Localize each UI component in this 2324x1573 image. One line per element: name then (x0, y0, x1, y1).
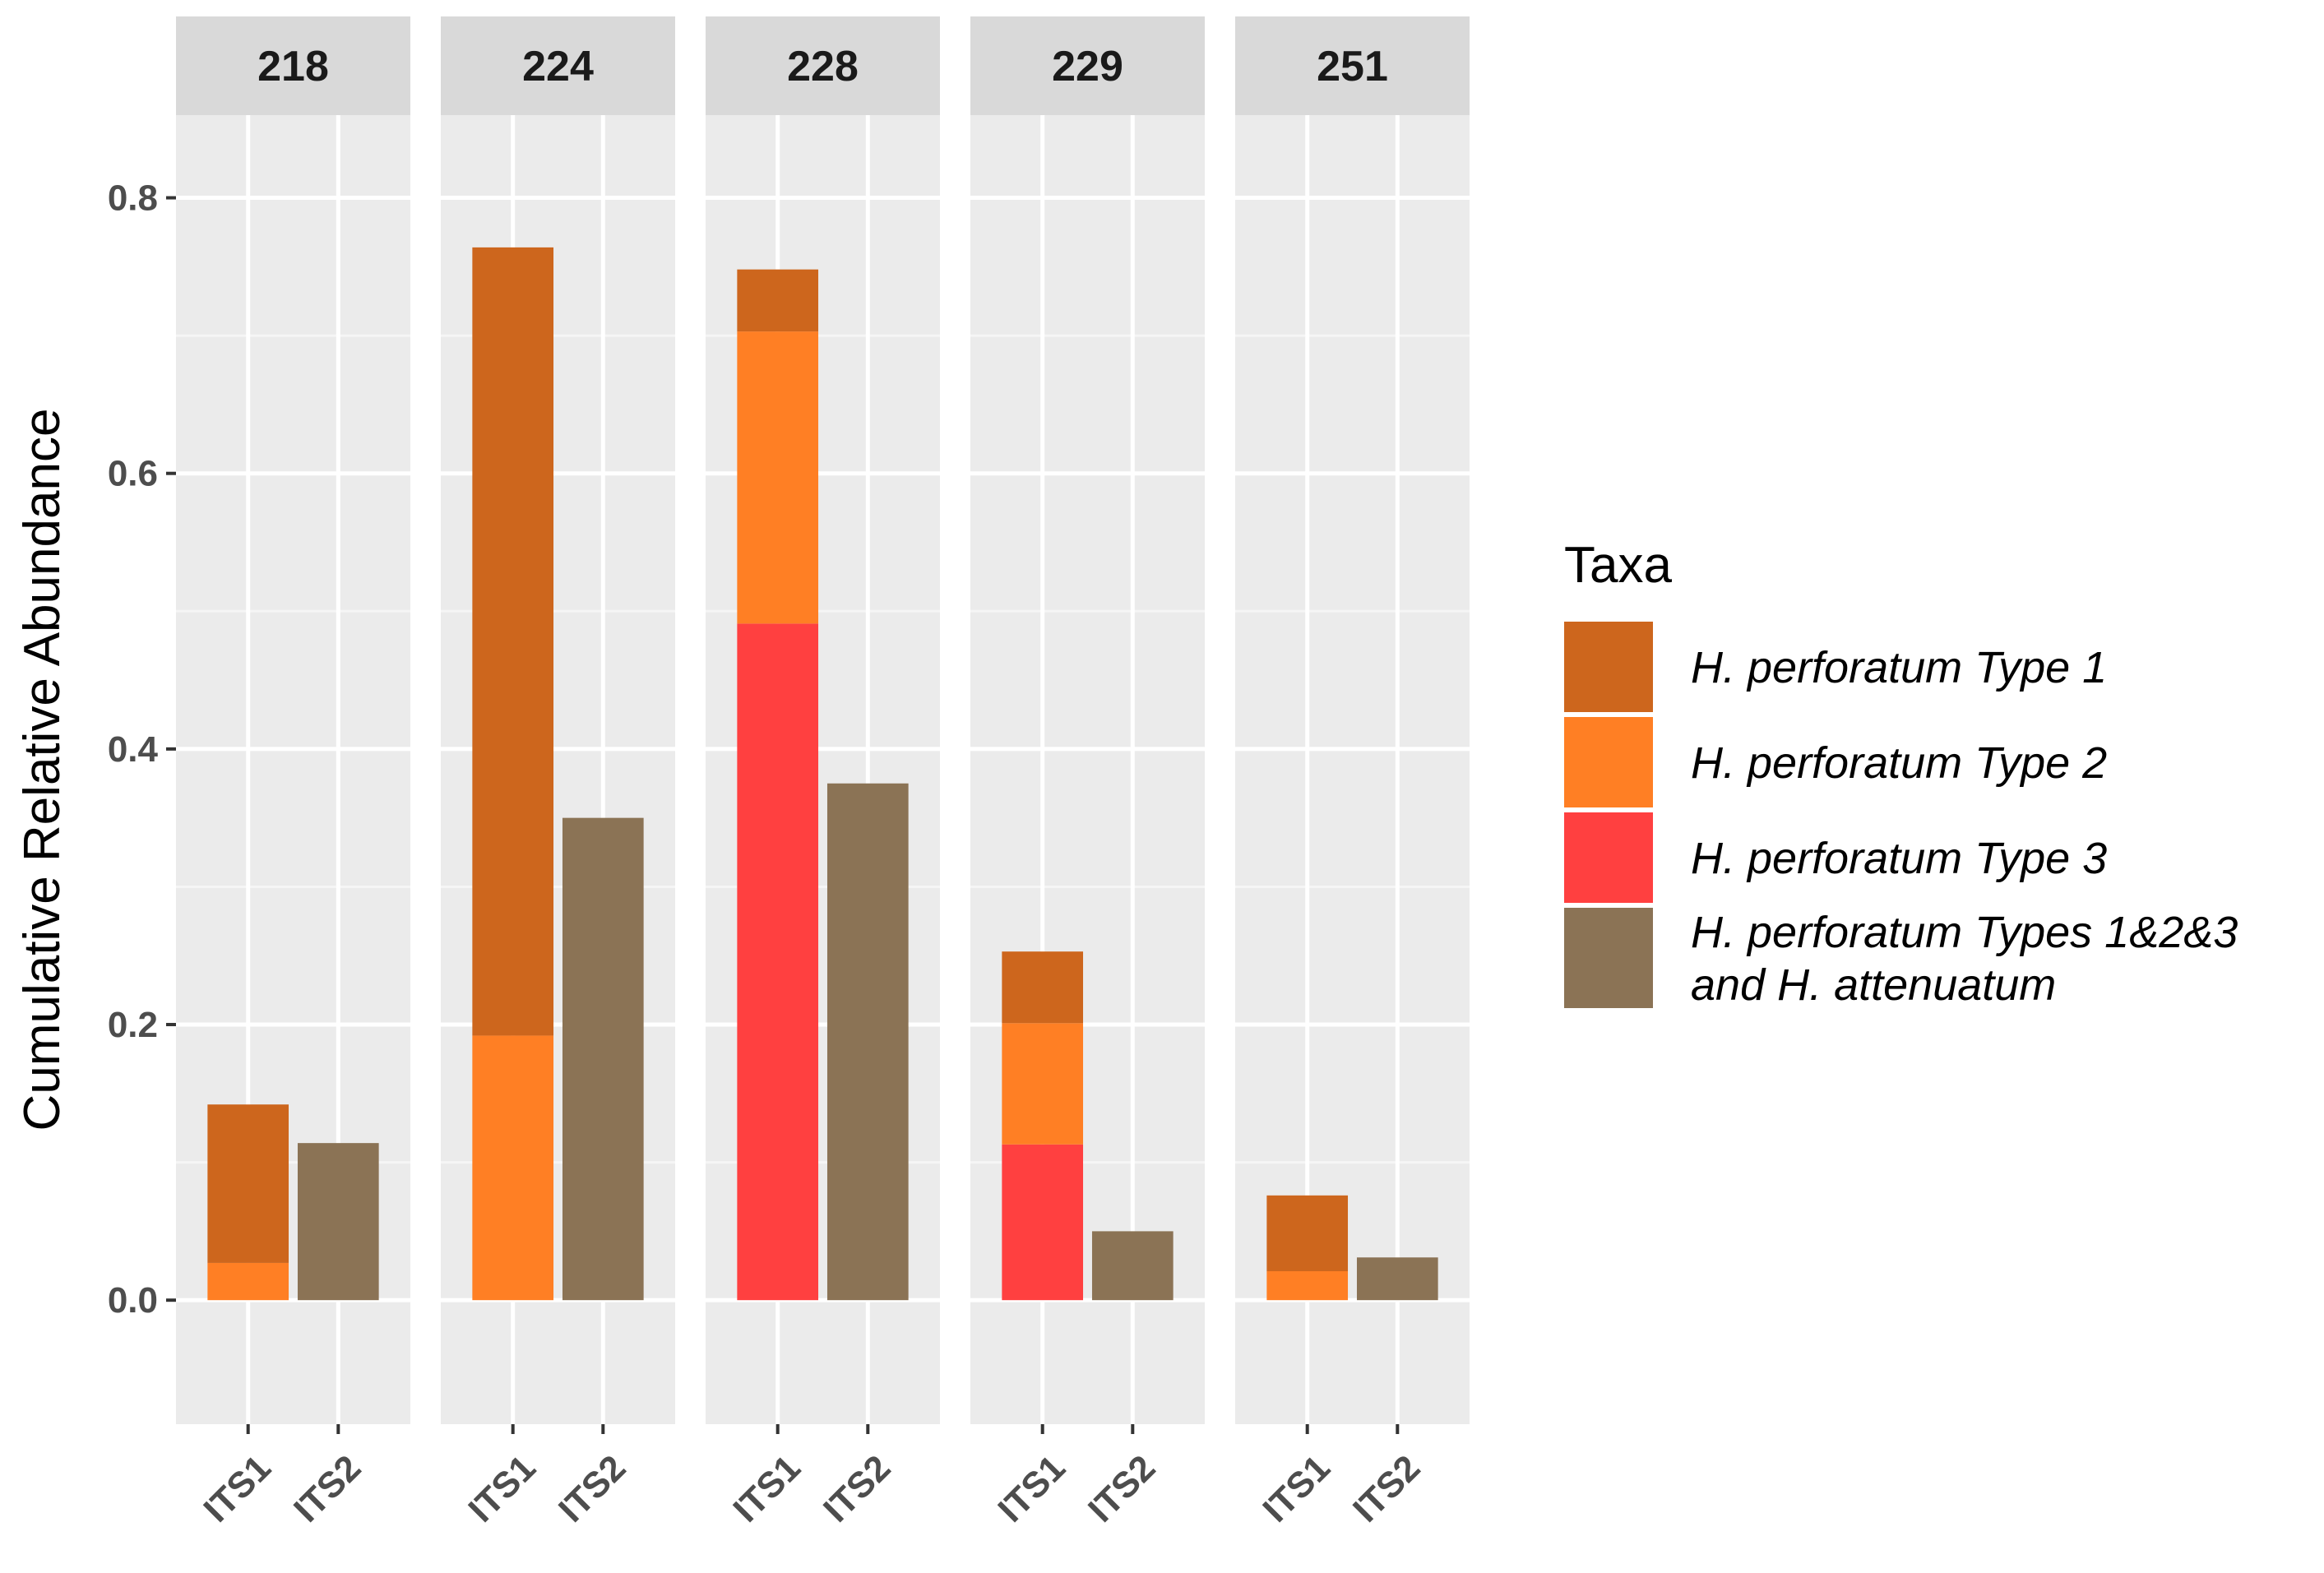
x-tick-label: ITS2 (551, 1447, 633, 1529)
x-tick-label: ITS1 (196, 1447, 278, 1529)
y-tick-label: 0.6 (108, 454, 158, 494)
y-tick-label: 0.8 (108, 178, 158, 219)
x-tick-label: ITS1 (725, 1447, 808, 1529)
bar-251-ITS2-h-perforatum-types-1-2-3-and-h-attenuatum (1356, 1257, 1438, 1301)
legend-key (1564, 717, 1653, 807)
legend-label: H. perforatum Type 1 (1691, 643, 2107, 692)
bar-228-ITS2-h-perforatum-types-1-2-3-and-h-attenuatum (826, 783, 909, 1301)
bar-228-ITS1-h-perforatum-type-2 (737, 331, 819, 624)
x-tick-label: ITS2 (1081, 1447, 1163, 1529)
facet-strip-label: 228 (787, 43, 859, 90)
bar-224-ITS2-h-perforatum-types-1-2-3-and-h-attenuatum (562, 817, 644, 1301)
y-axis-title: Cumulative Relative Abundance (14, 409, 71, 1131)
legend-key (1564, 812, 1653, 903)
legend-item: H. perforatum Type 1 (1564, 622, 2107, 712)
facet-strip (441, 16, 675, 115)
facet-panels: 218 224 228 229 251 (176, 16, 1470, 1424)
y-tick-label: 0.0 (108, 1280, 158, 1321)
facet-panel-218: 218 (176, 16, 410, 1424)
bar-229-ITS1-h-perforatum-type-1 (1002, 951, 1084, 1024)
bar-229-ITS1-h-perforatum-type-3 (1002, 1144, 1084, 1301)
facet-panel-228: 228 (706, 16, 940, 1424)
facet-strip (970, 16, 1205, 115)
facet-strip-label: 218 (257, 43, 329, 90)
bar-251-ITS1-h-perforatum-type-2 (1266, 1270, 1349, 1301)
legend-item: H. perforatum Type 2 (1564, 717, 2107, 807)
facet-panel-251: 251 (1235, 16, 1470, 1424)
facet-panel-224: 224 (441, 16, 675, 1424)
x-tick-label: ITS1 (1255, 1447, 1337, 1529)
facet-panel-229: 229 (970, 16, 1205, 1424)
legend-label: H. perforatum Type 3 (1691, 834, 2107, 883)
legend-title: Taxa (1564, 537, 1672, 594)
bar-218-ITS1-h-perforatum-type-1 (207, 1104, 289, 1263)
x-tick-label: ITS2 (286, 1447, 368, 1529)
legend: Taxa H. perforatum Type 1 H. perforatum Ty… (1564, 537, 2238, 1010)
bar-218-ITS2-h-perforatum-types-1-2-3-and-h-attenuatum (297, 1143, 379, 1301)
facet-strip-label: 229 (1052, 43, 1123, 90)
x-tick-label: ITS2 (816, 1447, 898, 1529)
legend-label: and H. attenuatum (1691, 960, 2056, 1010)
x-tick-label: ITS1 (461, 1447, 543, 1529)
x-tick-label: ITS2 (1345, 1447, 1428, 1529)
legend-label: H. perforatum Types 1&2&3 (1691, 908, 2238, 957)
y-tick-label: 0.4 (108, 729, 159, 770)
facet-strip (706, 16, 940, 115)
bar-224-ITS1-h-perforatum-type-1 (472, 247, 554, 1036)
x-axis: ITS1 ITS2 ITS1 ITS2 ITS1 ITS2 ITS1 ITS2 ITS1 ITS2 (196, 1424, 1428, 1530)
y-axis: 0.0 0.2 0.4 0.6 0.8 Cumulative Relative Abund… (14, 178, 176, 1321)
facet-strip (1235, 16, 1470, 115)
facet-strip (176, 16, 410, 115)
bar-251-ITS1-h-perforatum-type-1 (1266, 1195, 1349, 1271)
legend-label: H. perforatum Type 2 (1691, 738, 2107, 788)
x-tick-label: ITS1 (990, 1447, 1072, 1529)
bar-229-ITS1-h-perforatum-type-2 (1002, 1023, 1084, 1145)
bar-228-ITS1-h-perforatum-type-1 (737, 269, 819, 332)
legend-key (1564, 622, 1653, 712)
facet-strip-label: 251 (1317, 43, 1388, 90)
facet-strip-label: 224 (522, 43, 594, 90)
bar-218-ITS1-h-perforatum-type-2 (207, 1262, 289, 1301)
bar-229-ITS2-h-perforatum-types-1-2-3-and-h-attenuatum (1091, 1231, 1174, 1301)
legend-item: H. perforatum Type 3 (1564, 812, 2107, 903)
bar-224-ITS1-h-perforatum-type-2 (472, 1035, 554, 1301)
bar-228-ITS1-h-perforatum-type-3 (737, 623, 819, 1301)
y-tick-label: 0.2 (108, 1005, 158, 1045)
legend-key (1564, 908, 1653, 1008)
